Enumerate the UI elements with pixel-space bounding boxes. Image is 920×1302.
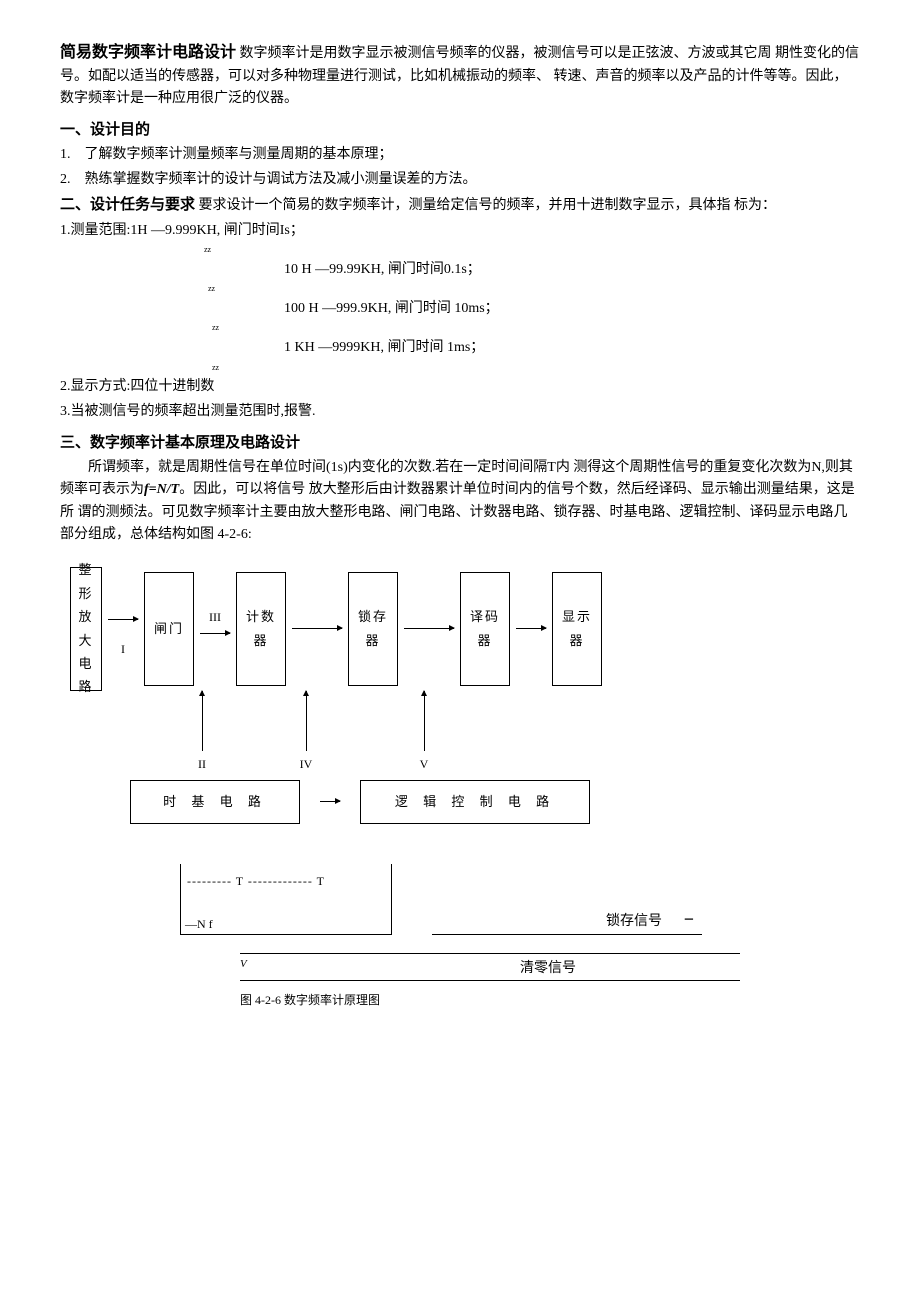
arrow-icon [404, 628, 454, 629]
flowchart-diagram: 整形放大电路 I 闸门 III 计数器 锁存器 译码器 显示器 II IV V [60, 567, 860, 824]
flow-row-bottom: 时 基 电 路 逻 辑 控 制 电 路 [130, 780, 860, 824]
sec2-heading: 二、设计任务与要求 [60, 197, 195, 213]
arrow-icon [292, 628, 342, 629]
timing-row-2: V 清零信号 [240, 956, 740, 978]
edge-label-III: III [209, 608, 221, 627]
node-gate: 闸门 [144, 572, 194, 686]
v-label: V [240, 956, 480, 978]
arrow-icon [516, 628, 546, 629]
node-shaping: 整形放大电路 [70, 567, 102, 691]
arrow-icon [200, 633, 230, 634]
divider [240, 953, 740, 954]
clear-signal-label: 清零信号 [520, 956, 576, 978]
timing-row-1: --------- T ------------- T —N f 锁存信号 − [180, 864, 740, 935]
divider [240, 980, 740, 981]
spec-1c: 100 H —999.9KH, 闸门时间 10ms； [284, 298, 860, 320]
spec-1b: 10 H —99.99KH, 闸门时间0.1s； [284, 259, 860, 281]
sec1-item-1: 1. 了解数字频率计测量频率与测量周期的基本原理； [60, 144, 860, 166]
arrow-icon [108, 619, 138, 620]
sec2-row: 二、设计任务与要求 要求设计一个简易的数字频率计，测量给定信号的频率，并用十进制… [60, 193, 860, 217]
arrow-up-icon [306, 691, 307, 751]
sec3-formula: f=N/T [144, 482, 179, 497]
flow-row-vert: II IV V [130, 691, 860, 774]
spec-1: 1.测量范围:1H —9.999KH, 闸门时间Is； [60, 220, 860, 242]
sub-zz-4: zz [212, 362, 860, 375]
node-timebase: 时 基 电 路 [130, 780, 300, 824]
timing-box-right: 锁存信号 − [432, 864, 702, 935]
timing-box-left: --------- T ------------- T —N f [180, 864, 392, 935]
sec2-body: 要求设计一个简易的数字频率计，测量给定信号的频率，并用十进制数字显示，具体指 标… [195, 198, 776, 213]
flow-row-top: 整形放大电路 I 闸门 III 计数器 锁存器 译码器 显示器 [70, 567, 860, 691]
node-latch: 锁存器 [348, 572, 398, 686]
latch-signal-label: 锁存信号 [606, 909, 662, 931]
sec1-item-2: 2. 熟练掌握数字频率计的设计与调试方法及减小测量误差的方法。 [60, 169, 860, 191]
spec-3: 3.当被测信号的频率超出测量范围时,报警. [60, 401, 860, 423]
arrow-up-icon [424, 691, 425, 751]
figure-caption: 图 4-2-6 数字频率计原理图 [240, 991, 860, 1010]
spec-1d: 1 KH —9999KH, 闸门时间 1ms； [284, 337, 860, 359]
sec3-heading: 三、数字频率计基本原理及电路设计 [60, 431, 860, 455]
node-display: 显示器 [552, 572, 602, 686]
edge-label-I: I [121, 640, 125, 659]
sec3-body: 所谓频率，就是周期性信号在单位时间(1s)内变化的次数.若在一定时间间隔T内 测… [60, 457, 860, 547]
arrow-up-icon [202, 691, 203, 751]
title-paragraph: 简易数字频率计电路设计 数字频率计是用数字显示被测信号频率的仪器，被测信号可以是… [60, 40, 860, 110]
sec3-body-2: 。因此，可以将信号 放大整形后由计数器累计单位时间内的信号个数，然后经译码、显示… [60, 482, 855, 542]
edge-label-V: V [420, 755, 429, 774]
sec1-heading: 一、设计目的 [60, 118, 860, 142]
arrow-icon [320, 801, 340, 802]
spec-2: 2.显示方式:四位十进制数 [60, 376, 860, 398]
sub-zz-3: zz [212, 322, 860, 335]
node-counter: 计数器 [236, 572, 286, 686]
minus-icon: − [684, 905, 694, 934]
edge-label-IV: IV [300, 755, 313, 774]
sub-zz-1: zz [204, 244, 860, 257]
doc-title: 简易数字频率计电路设计 [60, 44, 236, 61]
edge-label-II: II [198, 755, 206, 774]
sub-zz-2: zz [208, 283, 860, 296]
t-label: --------- T ------------- T [187, 872, 391, 891]
timing-diagram: --------- T ------------- T —N f 锁存信号 − … [180, 864, 740, 981]
node-decoder: 译码器 [460, 572, 510, 686]
nf-label: —N f [185, 915, 391, 934]
node-logic: 逻 辑 控 制 电 路 [360, 780, 590, 824]
